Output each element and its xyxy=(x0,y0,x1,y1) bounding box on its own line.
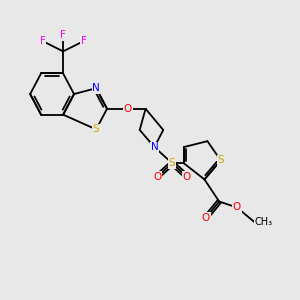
Text: N: N xyxy=(151,142,158,152)
Text: S: S xyxy=(169,158,175,168)
Text: O: O xyxy=(233,202,241,212)
Text: CH₃: CH₃ xyxy=(254,217,273,227)
Text: F: F xyxy=(60,30,66,40)
Text: O: O xyxy=(202,213,210,223)
Text: O: O xyxy=(153,172,161,182)
Text: F: F xyxy=(81,36,87,46)
Text: N: N xyxy=(92,83,100,93)
Text: F: F xyxy=(40,36,46,46)
Text: O: O xyxy=(124,104,132,114)
Text: S: S xyxy=(93,124,99,134)
Text: O: O xyxy=(183,172,191,182)
Text: S: S xyxy=(218,155,224,165)
